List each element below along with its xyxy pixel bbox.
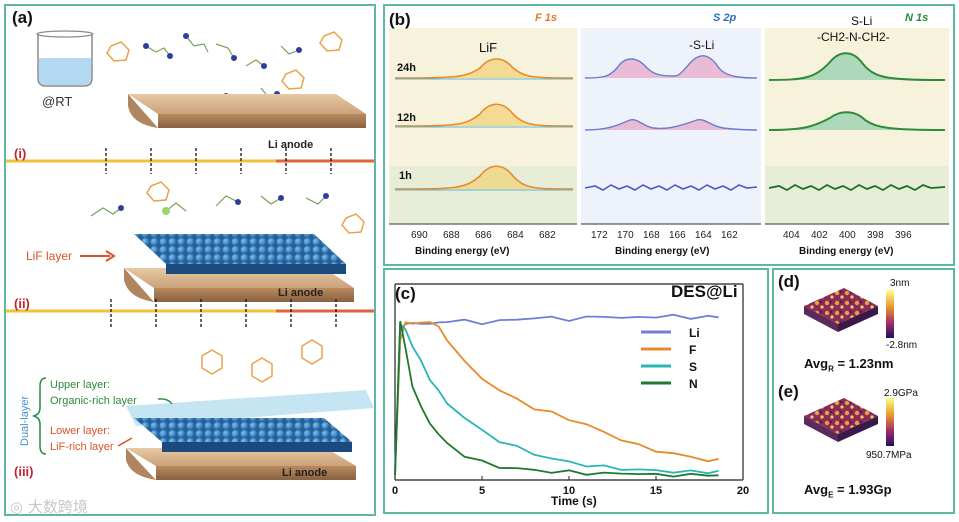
x-tick-label: 15 xyxy=(650,485,662,497)
avg-modulus: AvgE = 1.93Gp xyxy=(804,482,892,500)
beaker-caption: @RT xyxy=(42,94,73,109)
f1s-tick-1: 688 xyxy=(443,230,460,241)
step-iii-label: (iii) xyxy=(14,464,34,479)
ring-molecules-top xyxy=(106,31,343,90)
x-tick-label: 10 xyxy=(563,485,575,497)
f1s-tick-2: 686 xyxy=(475,230,492,241)
upper-layer-label: Upper layer: xyxy=(50,379,110,391)
anode-label-2: Li anode xyxy=(278,287,323,299)
series-line-f xyxy=(394,321,719,476)
x-tick-label: 20 xyxy=(737,485,749,497)
s2p-tick-4: 164 xyxy=(695,230,712,241)
modulus-colorbar xyxy=(886,398,894,446)
n1s-spectra xyxy=(768,52,946,192)
arrows-row-1 xyxy=(105,148,332,174)
depth-profile-chart: 0 5 10 15 20 Li FSN xyxy=(392,283,749,497)
modulus-scale-bottom: 950.7MPa xyxy=(866,450,912,461)
f1s-title: F 1s xyxy=(535,12,558,24)
schematic-drawing: Li anode (i) LiF layer xyxy=(6,30,374,480)
s2p-tick-0: 172 xyxy=(591,230,608,241)
time-12h: 12h xyxy=(397,112,416,124)
n1s-tick-3: 398 xyxy=(867,230,884,241)
s2p-tick-1: 170 xyxy=(617,230,634,241)
molecule-cluster-top xyxy=(143,33,302,104)
n1s-tick-4: 396 xyxy=(895,230,912,241)
dual-layer-label: Dual-layer xyxy=(19,396,31,446)
anode-label-1: Li anode xyxy=(268,139,313,151)
n1s-peak-label-top: S-Li xyxy=(851,14,873,28)
step-i-label: (i) xyxy=(14,146,26,161)
ring-molecules-mid xyxy=(146,181,365,234)
watermark-icon: ◎ xyxy=(10,498,24,516)
anode-label-3: Li anode xyxy=(282,467,327,479)
lif-rich-label: LiF-rich layer xyxy=(50,441,114,453)
s2p-tick-2: 168 xyxy=(643,230,660,241)
x-tick-label: 0 xyxy=(392,485,398,497)
ring-molecules-bottom xyxy=(201,339,323,383)
li-anode-3 xyxy=(126,418,356,480)
f1s-peak-label: LiF xyxy=(479,40,498,55)
afm-roughness-map xyxy=(804,288,878,332)
panel-a-schematic: (a) xyxy=(4,4,376,516)
f1s-xlabel: Binding energy (eV) xyxy=(415,246,510,257)
roughness-scale-bottom: -2.8nm xyxy=(886,340,918,351)
panel-c-label: (c) xyxy=(395,284,416,303)
s2p-peak-label: -S-Li xyxy=(689,38,715,52)
beaker-icon xyxy=(36,30,94,87)
li-anode-2-with-lif xyxy=(124,234,354,302)
panel-e-label: (e) xyxy=(778,382,799,401)
f1s-tick-3: 684 xyxy=(507,230,524,241)
organic-layer-label: Organic-rich layer xyxy=(50,395,137,407)
roughness-scale-top: 3nm xyxy=(890,278,910,289)
x-tick-label: 5 xyxy=(479,485,485,497)
n1s-xlabel: Binding energy (eV) xyxy=(799,246,894,257)
molecule-cluster-mid xyxy=(90,193,329,217)
n1s-title: N 1s xyxy=(905,12,929,24)
legend-label-n: N xyxy=(689,377,698,391)
legend-label-li: Li xyxy=(689,326,700,340)
roughness-colorbar xyxy=(886,290,894,338)
s2p-xlabel: Binding energy (eV) xyxy=(615,246,710,257)
avg-roughness: AvgR = 1.23nm xyxy=(804,356,894,374)
n1s-tick-1: 402 xyxy=(811,230,828,241)
step-ii-label: (ii) xyxy=(14,296,30,311)
s2p-tick-5: 162 xyxy=(721,230,738,241)
afm-modulus-map xyxy=(804,398,878,442)
panel-b-xps: (b) F 1s S 2p N 1s LiF -S-Li S-Li -CH2-N… xyxy=(383,4,955,266)
time-24h: 24h xyxy=(397,62,416,74)
arrows-row-2 xyxy=(110,299,337,328)
watermark: ◎ 大数跨境 xyxy=(10,498,88,516)
modulus-scale-top: 2.9GPa xyxy=(884,388,918,399)
legend-label-f: F xyxy=(689,343,696,357)
chart-title: DES@Li xyxy=(671,282,738,301)
panel-de-afm: (d) 3nm -2.8nm xyxy=(772,268,955,514)
f1s-tick-0: 690 xyxy=(411,230,428,241)
lower-layer-label: Lower layer: xyxy=(50,425,110,437)
li-anode-1 xyxy=(128,94,366,128)
series-line-n xyxy=(394,320,719,478)
series-line-s xyxy=(394,322,719,476)
n1s-peak-label: -CH2-N-CH2- xyxy=(817,30,890,44)
chart-xlabel: Time (s) xyxy=(551,494,597,508)
panel-d-label: (d) xyxy=(778,272,800,291)
time-1h: 1h xyxy=(399,170,412,182)
s2p-title: S 2p xyxy=(713,12,737,24)
legend-label-s: S xyxy=(689,360,697,374)
f1s-spectra xyxy=(394,58,574,191)
series-line-li xyxy=(394,313,719,476)
s2p-tick-3: 166 xyxy=(669,230,686,241)
f1s-tick-4: 682 xyxy=(539,230,556,241)
n1s-tick-0: 404 xyxy=(783,230,800,241)
organic-layer xyxy=(126,390,374,426)
s2p-spectra xyxy=(584,55,758,191)
panel-b-label: (b) xyxy=(389,10,411,29)
panel-c-chart: 0 5 10 15 20 Li F S N (c) DES@Li Time (s) xyxy=(383,268,769,514)
n1s-tick-2: 400 xyxy=(839,230,856,241)
lif-layer-label: LiF layer xyxy=(26,249,72,263)
panel-a-label: (a) xyxy=(12,8,33,27)
